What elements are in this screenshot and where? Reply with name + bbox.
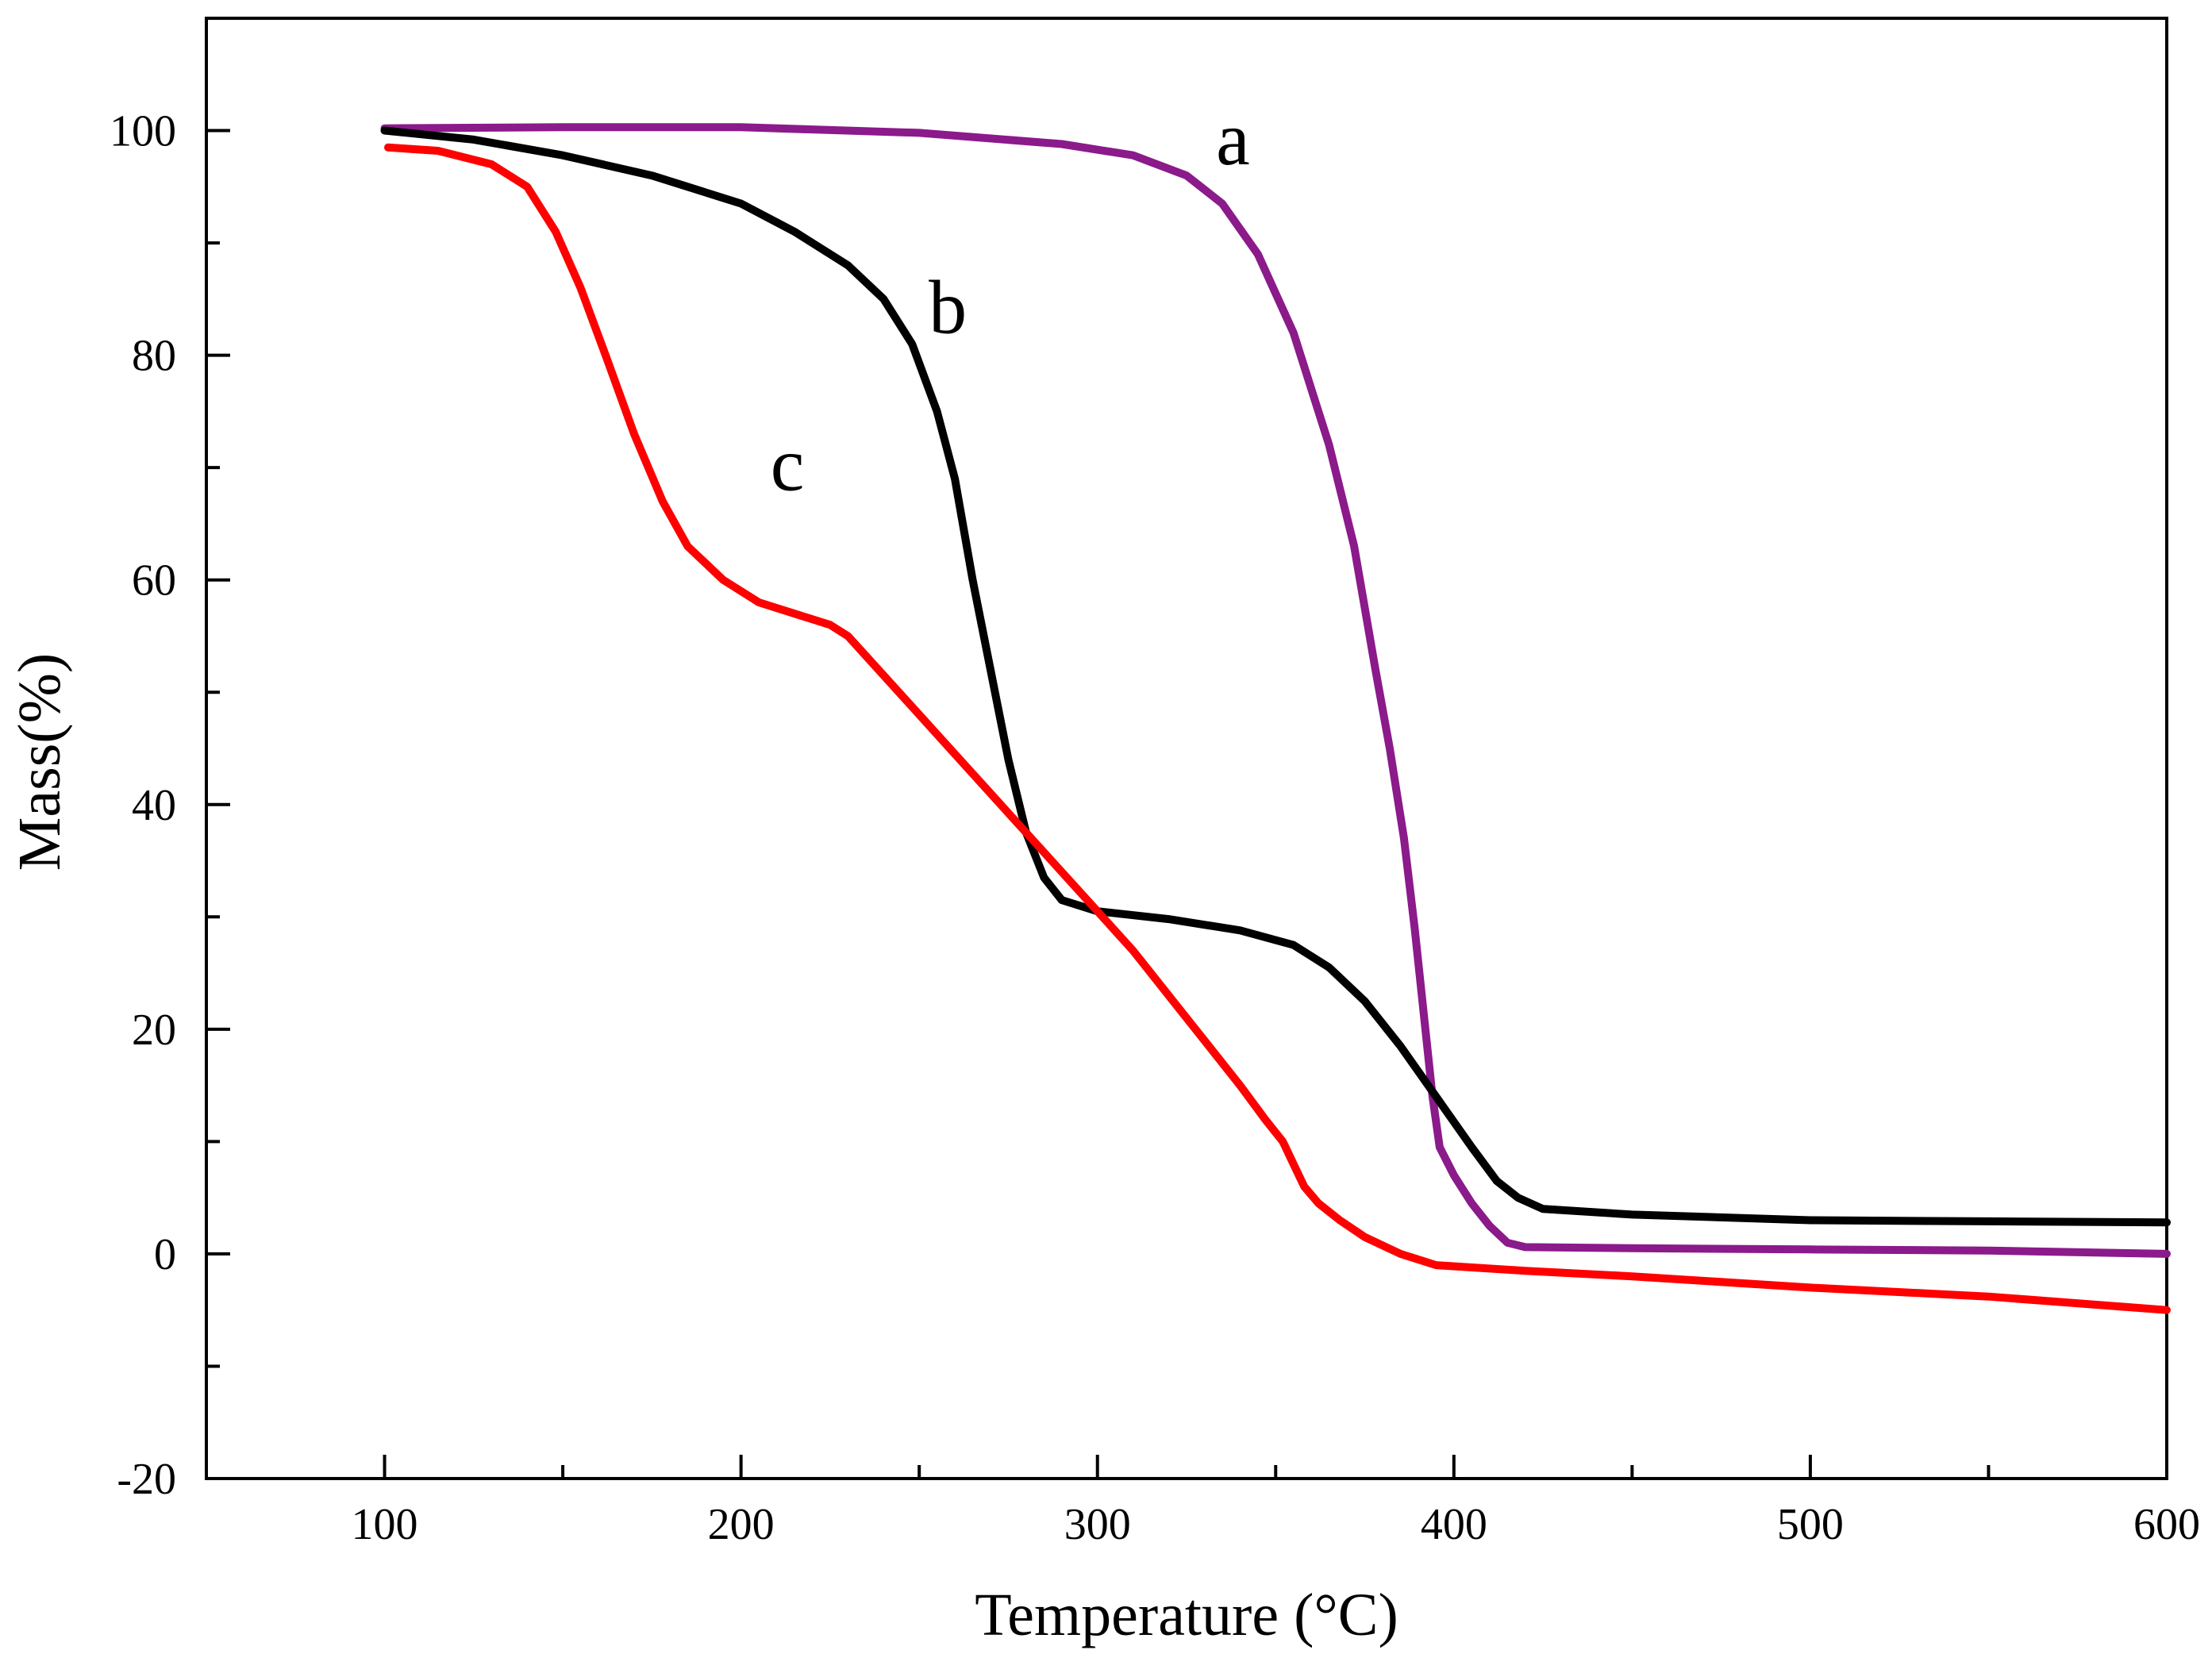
y-tick-label: 20: [132, 1006, 176, 1055]
x-tick-label: 400: [1421, 1500, 1487, 1549]
y-tick-label: 80: [132, 332, 176, 381]
series-label-a: a: [1216, 96, 1250, 181]
series-label-c: c: [771, 421, 805, 506]
y-tick-label: -20: [117, 1455, 176, 1504]
series-line-a: [380, 123, 2171, 1258]
axis-ticks: [206, 129, 2168, 1480]
x-tick-label: 200: [708, 1500, 775, 1549]
x-tick-label: 100: [352, 1500, 418, 1549]
x-tick-label: 600: [2133, 1500, 2200, 1549]
y-tick-label: 60: [132, 556, 176, 606]
series-line-b: [380, 126, 2171, 1227]
series-line-c: [384, 143, 2171, 1314]
y-axis-title: Mass(%): [6, 653, 73, 871]
plot-frame: [205, 17, 2168, 1480]
series-labels: a b c: [771, 96, 1250, 506]
series-group: [380, 123, 2171, 1314]
series-label-b: b: [929, 264, 967, 349]
y-tick-label: 100: [110, 107, 176, 156]
x-tick-label: 300: [1064, 1500, 1131, 1549]
x-tick-label: 500: [1777, 1500, 1844, 1549]
x-axis-title: Temperature (°C): [975, 1582, 1398, 1648]
y-tick-label: 0: [154, 1230, 176, 1279]
y-tick-label: 40: [132, 781, 176, 830]
axis-tick-labels: 100 200 300 400 500 600 -20 0 20 40 60 80 100: [110, 107, 2200, 1549]
